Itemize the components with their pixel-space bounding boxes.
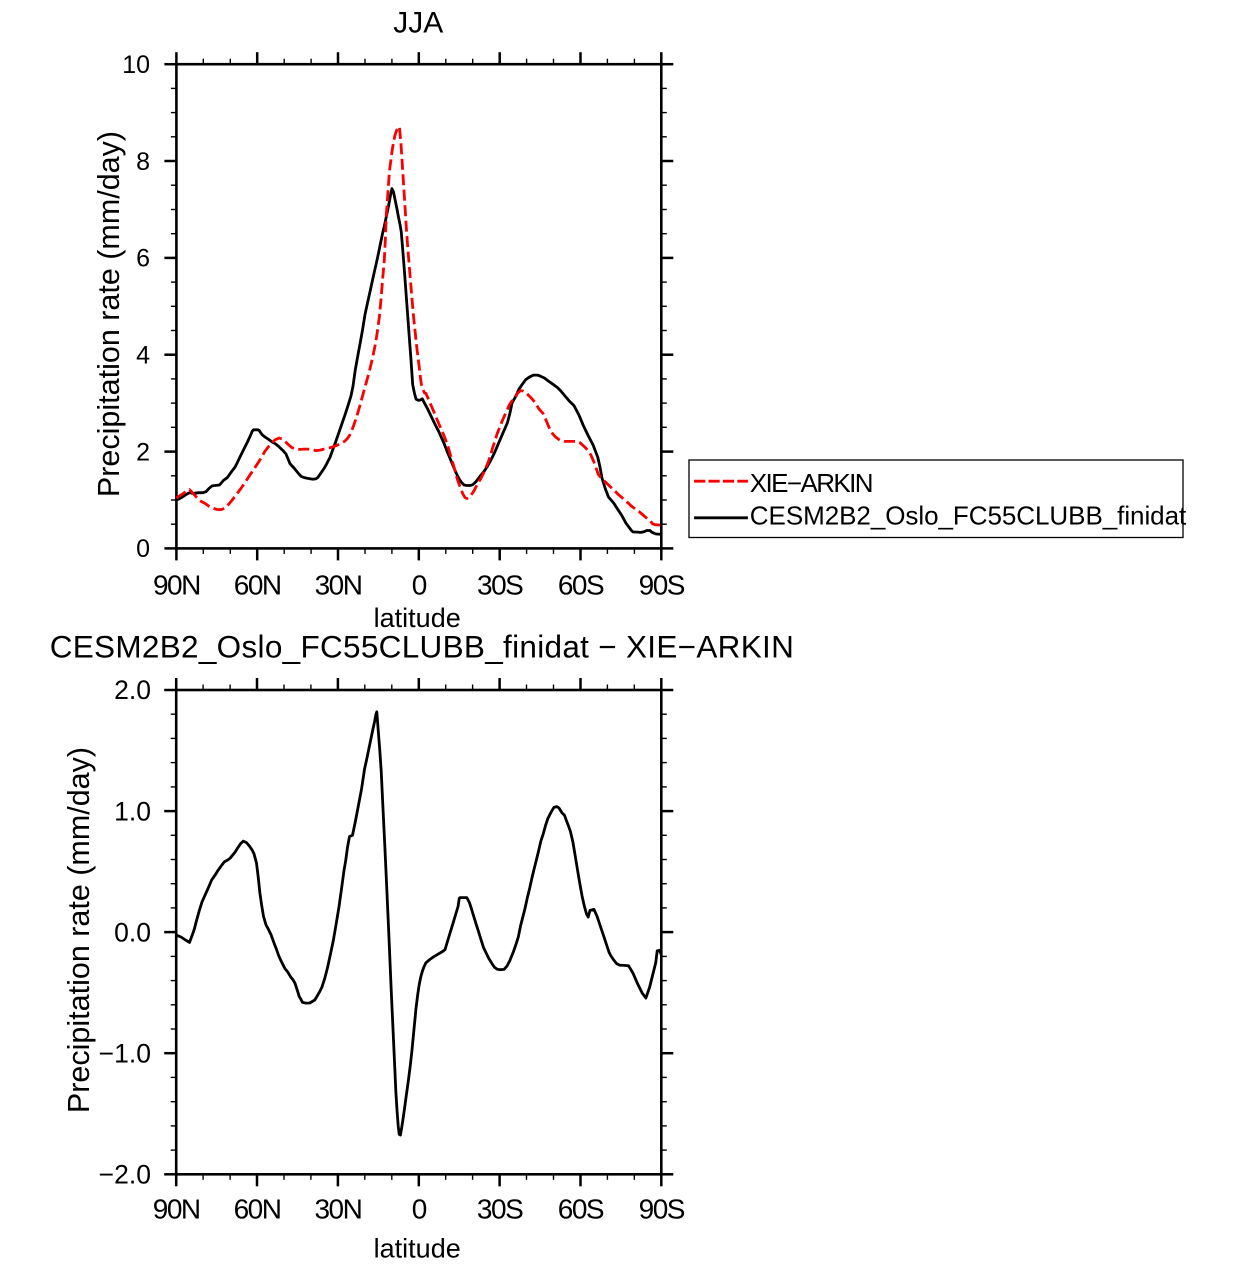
svg-text:−2.0: −2.0	[99, 1160, 151, 1190]
svg-text:CESM2B2_Oslo_FC55CLUBB_finidat: CESM2B2_Oslo_FC55CLUBB_finidat − XIE−ARK…	[50, 629, 794, 665]
svg-text:60N: 60N	[234, 1194, 281, 1225]
svg-text:10: 10	[122, 51, 150, 79]
svg-text:latitude: latitude	[374, 603, 461, 633]
svg-text:60S: 60S	[558, 570, 604, 601]
svg-text:0: 0	[136, 535, 150, 563]
svg-text:CESM2B2_Oslo_FC55CLUBB_finidat: CESM2B2_Oslo_FC55CLUBB_finidat	[750, 501, 1187, 531]
svg-text:90S: 90S	[639, 570, 685, 601]
svg-text:0.0: 0.0	[114, 917, 151, 947]
svg-text:30N: 30N	[315, 570, 362, 601]
svg-text:90N: 90N	[153, 1194, 200, 1225]
svg-text:60N: 60N	[234, 570, 281, 601]
svg-text:90N: 90N	[153, 570, 200, 601]
svg-text:90S: 90S	[639, 1194, 685, 1225]
svg-text:30S: 30S	[477, 1194, 523, 1225]
svg-text:0: 0	[412, 570, 427, 601]
svg-text:4: 4	[136, 342, 150, 370]
svg-text:0: 0	[412, 1194, 427, 1225]
svg-text:30S: 30S	[477, 570, 523, 601]
svg-text:Precipitation rate (mm/day): Precipitation rate (mm/day)	[92, 131, 126, 497]
svg-text:60S: 60S	[558, 1194, 604, 1225]
svg-text:2.0: 2.0	[114, 675, 151, 705]
svg-text:30N: 30N	[314, 1194, 361, 1225]
svg-text:Precipitation rate (mm/day): Precipitation rate (mm/day)	[62, 747, 96, 1113]
svg-text:JJA: JJA	[393, 7, 443, 40]
svg-text:latitude: latitude	[374, 1233, 461, 1263]
svg-text:XIE−ARKIN: XIE−ARKIN	[750, 468, 872, 498]
svg-text:6: 6	[136, 245, 150, 273]
svg-text:−1.0: −1.0	[99, 1038, 151, 1068]
svg-text:1.0: 1.0	[114, 796, 151, 826]
svg-text:8: 8	[136, 148, 150, 176]
svg-text:2: 2	[136, 438, 150, 466]
